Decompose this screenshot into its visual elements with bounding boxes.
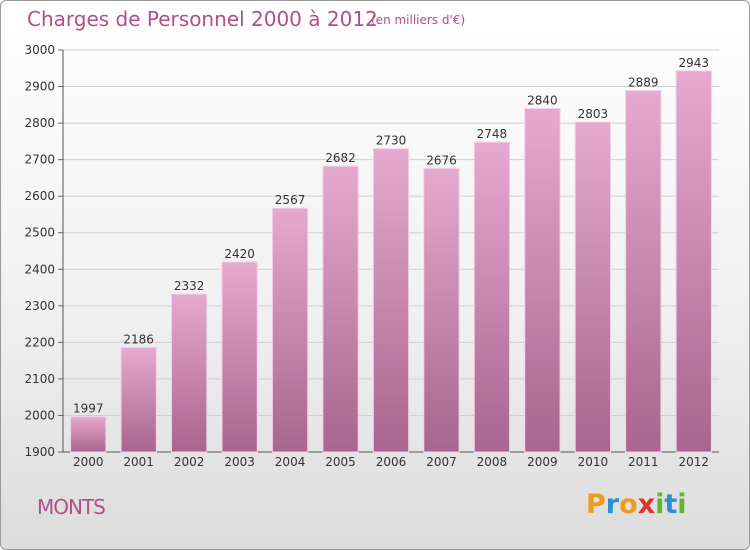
- bar-2004: [271, 207, 309, 453]
- value-label: 2748: [477, 127, 508, 141]
- value-label: 2186: [123, 332, 154, 346]
- y-tick-label: 2000: [24, 408, 55, 422]
- logo-letter: x: [637, 489, 656, 520]
- bar-2011: [625, 90, 662, 453]
- value-label: 1997: [73, 402, 104, 416]
- y-tick-label: 1900: [24, 445, 55, 459]
- x-tick-labels: 2000 2001 2002 2003 2004 2005 2006 2007 2008 2009…: [73, 455, 709, 469]
- x-tick-label: 2009: [527, 455, 558, 469]
- y-tick-label: 2900: [24, 80, 55, 94]
- bar-2000: [70, 416, 107, 453]
- bars: [70, 70, 712, 453]
- x-tick-label: 2006: [376, 455, 407, 469]
- logo-letter: t: [664, 489, 678, 520]
- x-tick-label: 2005: [325, 455, 356, 469]
- value-label: 2676: [426, 153, 457, 167]
- y-tick-label: 2600: [24, 189, 55, 203]
- commune-name: MONTS: [37, 495, 106, 519]
- y-tick-label: 2200: [24, 335, 55, 349]
- unit-label: (en milliers d'€): [371, 13, 466, 27]
- x-tick-label: 2011: [628, 455, 659, 469]
- value-label: 2803: [578, 107, 609, 121]
- bar-2006: [372, 148, 410, 453]
- logo-letter: i: [655, 489, 665, 520]
- logo-letter: o: [619, 489, 638, 520]
- bar-2010: [574, 121, 612, 453]
- logo-letter: r: [605, 489, 620, 520]
- value-label: 2567: [275, 193, 306, 207]
- x-tick-label: 2004: [275, 455, 306, 469]
- value-label: 2420: [224, 247, 255, 261]
- y-tick-label: 2100: [24, 372, 55, 386]
- value-label: 2943: [678, 56, 709, 70]
- x-tick-label: 2000: [73, 455, 104, 469]
- y-tick-label: 2400: [24, 262, 55, 276]
- value-label: 2332: [174, 279, 205, 293]
- chart-title: Charges de Personnel 2000 à 2012: [27, 7, 378, 31]
- y-tick-label: 3000: [24, 43, 55, 57]
- bar-2008: [473, 141, 511, 453]
- bar-2009: [524, 107, 561, 453]
- bar-2003: [221, 261, 258, 453]
- value-label: 2682: [325, 151, 356, 165]
- bar-2001: [120, 346, 157, 453]
- proxiti-logo: Proxiti: [586, 489, 687, 520]
- y-tick-label: 2300: [24, 299, 55, 313]
- bar-2002: [170, 293, 208, 453]
- y-tick-label: 2700: [24, 153, 55, 167]
- y-tick-label: 2500: [24, 226, 55, 240]
- x-tick-label: 2002: [174, 455, 205, 469]
- x-tick-label: 2012: [678, 455, 709, 469]
- value-labels: 1997 2186 2332 2420 2567 2682 2730 2676 2748 2840…: [73, 56, 709, 416]
- x-tick-label: 2007: [426, 455, 457, 469]
- bar-2012: [675, 70, 712, 453]
- x-tick-label: 2003: [224, 455, 255, 469]
- bar-2005: [322, 165, 359, 453]
- bar-2007: [423, 167, 460, 453]
- value-label: 2889: [628, 76, 659, 90]
- x-tick-label: 2010: [578, 455, 609, 469]
- y-tick-labels: 1900 2000 2100 2200 2300 2400 2500 2600 2700 2800…: [24, 43, 55, 459]
- logo-letter: P: [586, 489, 606, 520]
- y-tick-label: 2800: [24, 116, 55, 130]
- value-label: 2840: [527, 93, 558, 107]
- x-tick-label: 2008: [477, 455, 508, 469]
- logo-letter: i: [677, 489, 687, 520]
- x-tick-label: 2001: [123, 455, 154, 469]
- value-label: 2730: [376, 134, 407, 148]
